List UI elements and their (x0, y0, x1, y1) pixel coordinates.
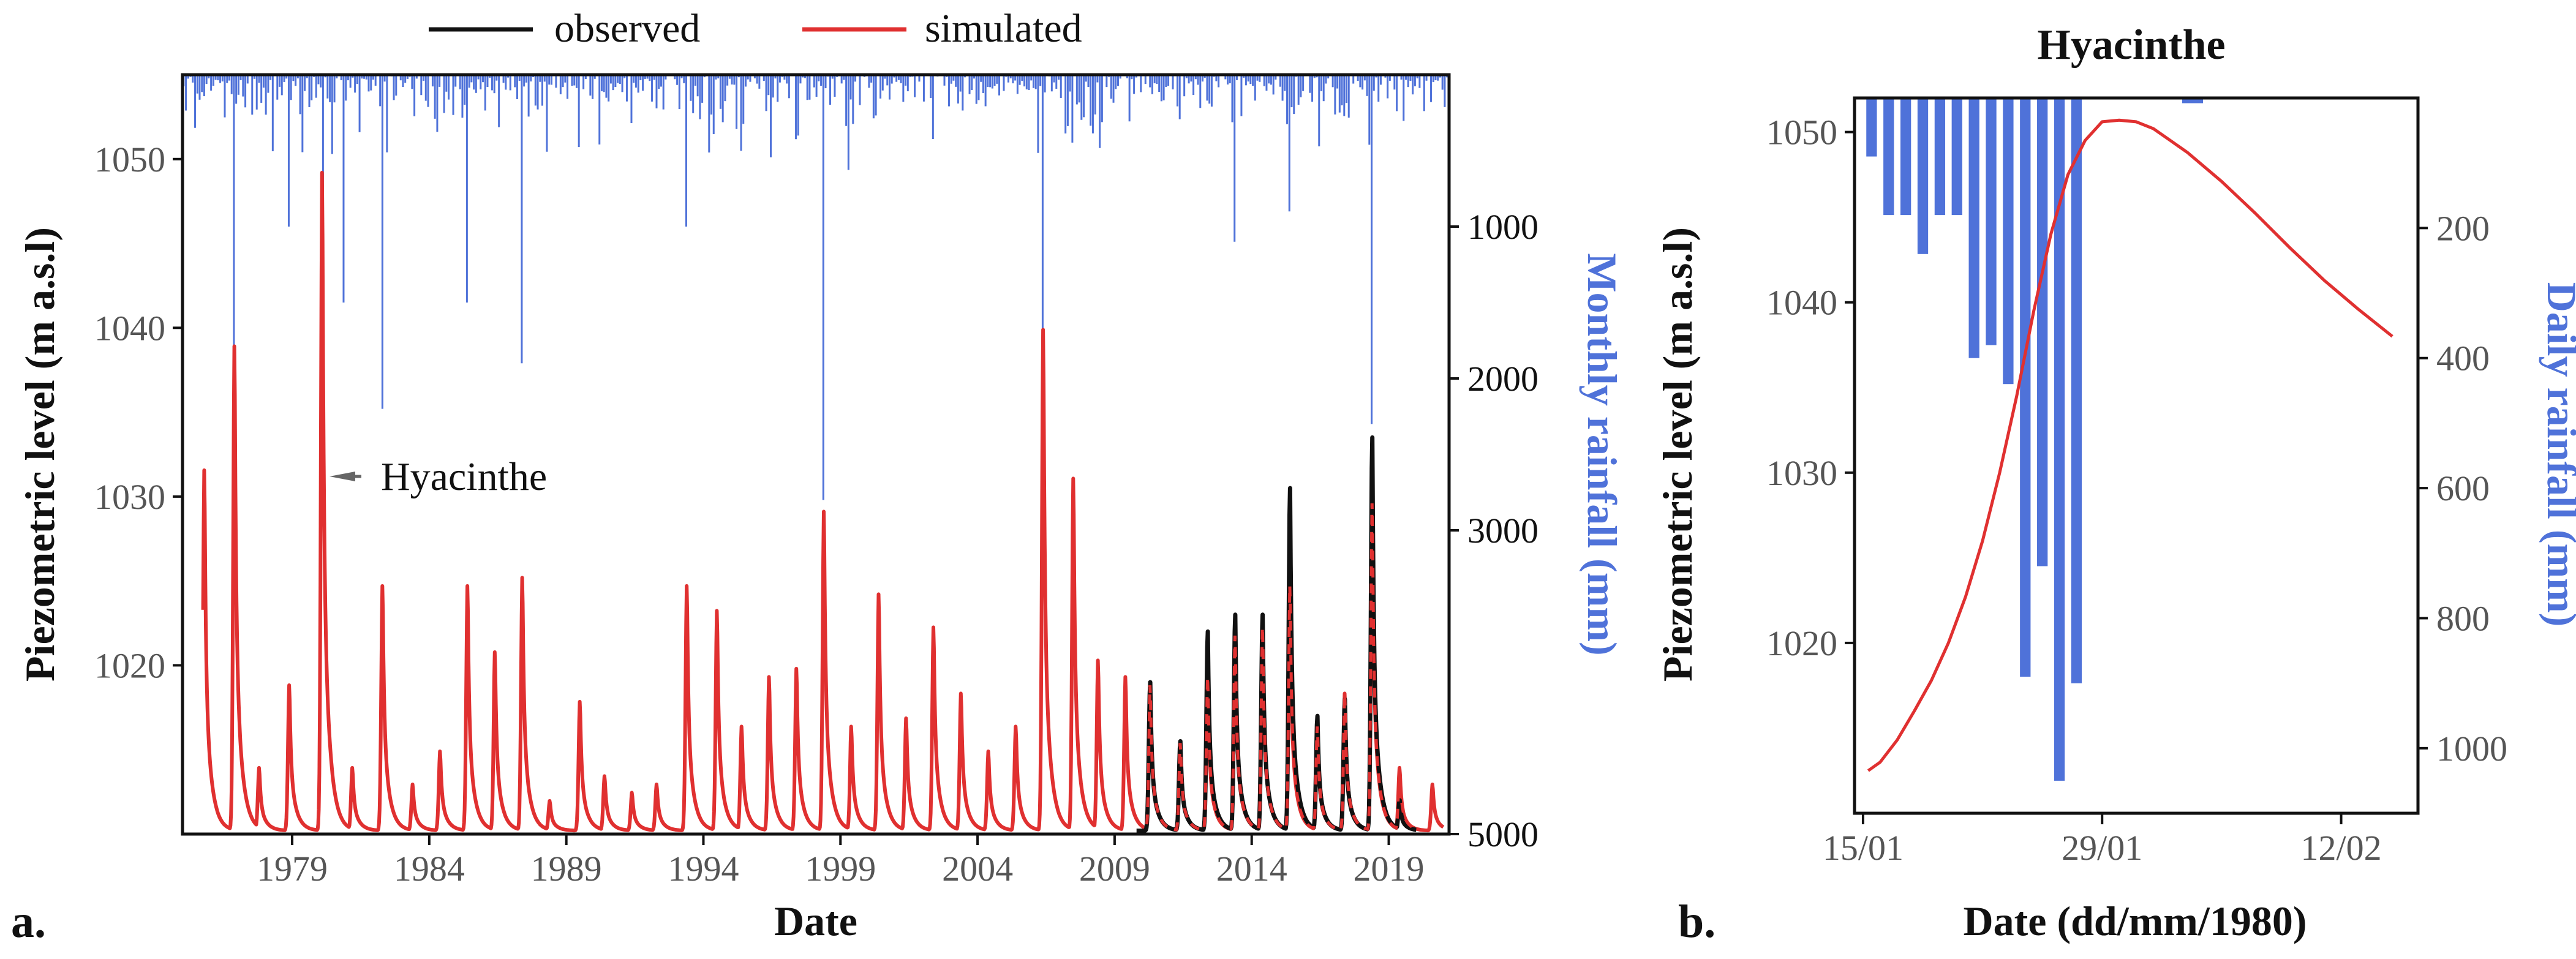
daily-rainfall-bar (1917, 98, 1929, 254)
y2-tick-label: 2000 (1467, 359, 1538, 399)
simulated-dashed-overlay (1135, 503, 1444, 832)
x-axis-label-a: Date (774, 898, 857, 944)
daily-rainfall-bar (2020, 98, 2031, 677)
annotation-arrow-icon (330, 472, 355, 481)
x-tick-label: 2004 (942, 849, 1013, 889)
y-ticks-a: 1020 1030 1040 1050 (94, 140, 183, 685)
y2-tick-label: 400 (2436, 339, 2490, 378)
daily-rainfall-bar (1900, 98, 1911, 216)
y-axis-label-a: Piezometric level (m a.s.l) (17, 227, 63, 682)
y2-axis-label-a: Monthly rainfall (mm) (1579, 253, 1625, 655)
x-tick-label: 2019 (1354, 849, 1425, 889)
hyacinthe-annotation: Hyacinthe (330, 454, 547, 499)
daily-rainfall-bar (2037, 98, 2048, 566)
x-tick-label: 15/01 (1823, 828, 1904, 868)
y2-ticks-a: 1000 2000 3000 5000 (1449, 207, 1538, 854)
y2-tick-label: 200 (2436, 208, 2490, 248)
daily-rainfall-bar (2003, 98, 2014, 385)
y-axis-label-b: Piezometric level (m a.s.l) (1654, 227, 1701, 682)
panel-b-title: Hyacinthe (2037, 21, 2225, 69)
x-tick-label: 1989 (531, 849, 602, 889)
y-tick-label: 1050 (94, 140, 165, 179)
x-tick-label: 2014 (1216, 849, 1287, 889)
rainfall-bars-a (183, 75, 1448, 500)
x-ticks-b: 15/01 29/01 12/02 (1823, 813, 2382, 868)
daily-rainfall-bar (2054, 98, 2065, 781)
y2-tick-label: 600 (2436, 468, 2490, 508)
legend: observed simulated (429, 6, 1082, 51)
x-tick-label: 1999 (805, 849, 876, 889)
x-ticks-a: 1979 1984 1989 1994 1999 2004 2009 2014 2019 (257, 834, 1425, 889)
panel-label-b: b. (1678, 896, 1715, 947)
simulated-series-line-b (1867, 118, 2393, 772)
y-tick-label: 1030 (1766, 453, 1837, 493)
daily-rainfall-bar (1951, 98, 1962, 216)
y2-tick-label: 3000 (1467, 511, 1538, 551)
plot-frame-a (181, 73, 1451, 836)
y2-axis-label-b: Daily rainfall (mm) (2539, 282, 2576, 627)
x-tick-label: 1994 (668, 849, 739, 889)
y2-tick-label: 800 (2436, 598, 2490, 638)
y-tick-label: 1040 (1766, 283, 1837, 323)
x-axis-label-b: Date (dd/mm/1980) (1964, 898, 2307, 944)
daily-rainfall-bar (1968, 98, 1979, 358)
y-tick-label: 1030 (94, 477, 165, 517)
daily-rainfall-bar (1883, 98, 1894, 216)
y-tick-label: 1020 (94, 645, 165, 685)
simulated-line-b (1867, 118, 2393, 772)
daily-rainfall-bar (2192, 98, 2204, 103)
annotation-label: Hyacinthe (381, 454, 547, 499)
panel-b: Hyacinthe 15/01 29/01 12/02 10201030104010… (1654, 21, 2576, 947)
x-tick-label: 2009 (1079, 849, 1150, 889)
y2-tick-label: 1000 (2436, 729, 2507, 769)
daily-rainfall-bar (1986, 98, 1997, 345)
y2-tick-label: 1000 (1467, 207, 1538, 247)
daily-rainfall-bar (2071, 98, 2082, 683)
x-tick-label: 12/02 (2300, 828, 2381, 868)
panel-label-a: a. (11, 896, 46, 947)
daily-rainfall-bar (2182, 98, 2193, 103)
observed-line-a (1135, 435, 1444, 833)
y2-tick-label: 5000 (1467, 814, 1538, 854)
daily-rainfall-bar (1934, 98, 1946, 216)
plot-frame-b (1853, 96, 2420, 815)
x-tick-label: 1984 (394, 849, 465, 889)
daily-rainfall-bar (1866, 98, 1877, 157)
legend-observed-label: observed (554, 6, 700, 51)
y-tick-label: 1020 (1766, 623, 1837, 663)
x-tick-label: 29/01 (2062, 828, 2142, 868)
y-tick-label: 1050 (1766, 113, 1837, 152)
panel-a: observed simulated 1979 1984 1989 1994 1999 2… (11, 6, 1625, 947)
x-tick-label: 1979 (257, 849, 328, 889)
legend-simulated-label: simulated (925, 6, 1082, 51)
y-ticks-b: 1020 1030 1040 1050 (1766, 113, 1855, 663)
y2-ticks-b: 200 400 600 800 1000 (2418, 208, 2507, 769)
y-tick-label: 1040 (94, 308, 165, 348)
rainfall-bars-b (1866, 98, 2204, 781)
